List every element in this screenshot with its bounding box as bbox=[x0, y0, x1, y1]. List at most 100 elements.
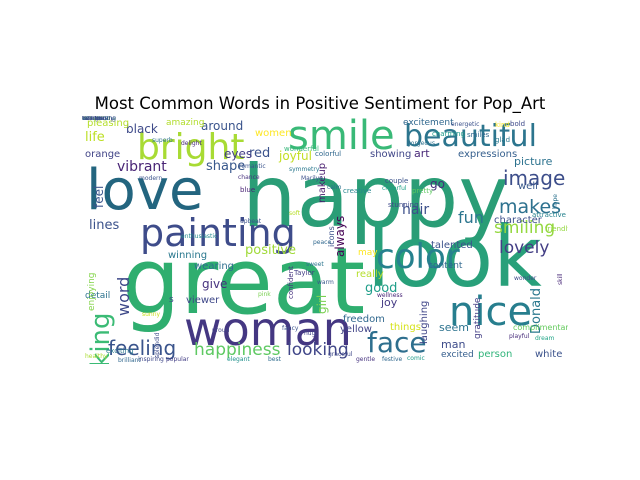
word-marilyn: Marilyn bbox=[301, 175, 324, 182]
word-vibrant: vibrant bbox=[117, 159, 167, 175]
word-taylor: Taylor bbox=[294, 269, 315, 277]
word-exciting: exciting bbox=[106, 347, 134, 355]
word-peace: peace bbox=[313, 239, 332, 246]
word-laughing: laughing bbox=[419, 300, 430, 344]
word-face: face bbox=[367, 326, 427, 359]
word-fancy: fancy bbox=[282, 325, 299, 332]
word-hope: hope bbox=[552, 193, 559, 209]
word-modern: modern bbox=[139, 175, 163, 182]
word-amazing: amazing bbox=[166, 118, 205, 128]
word-positive: positive bbox=[245, 243, 296, 258]
word-hilarious: hilarious bbox=[82, 116, 108, 122]
word-soft: soft bbox=[289, 210, 301, 217]
word-smile: smile bbox=[288, 116, 395, 159]
word-skill: skill bbox=[557, 272, 564, 285]
word-woman: woman bbox=[184, 302, 352, 356]
word-well: well bbox=[518, 181, 538, 192]
word-art: art bbox=[414, 147, 430, 160]
word-chance: chance bbox=[238, 174, 260, 181]
word-kind: kind bbox=[495, 121, 510, 129]
word-gorgeous: gorgeous bbox=[407, 140, 435, 147]
word-proud: proud bbox=[212, 327, 230, 334]
word-showing: showing bbox=[370, 149, 412, 160]
word-person: person bbox=[478, 349, 513, 360]
word-look: look bbox=[367, 208, 542, 306]
word-stunning: stunning bbox=[388, 201, 419, 209]
word-winning: winning bbox=[168, 250, 208, 261]
word-inspiring: inspiring bbox=[138, 356, 164, 363]
word-around: around bbox=[201, 119, 244, 133]
word-pleasing: pleasing bbox=[87, 118, 130, 129]
word-pretty: pretty bbox=[412, 187, 434, 195]
word-excitement: excitement bbox=[403, 118, 454, 128]
word-things: things bbox=[390, 322, 421, 333]
word-healthy: healthy bbox=[85, 353, 108, 360]
word-wearing: wearing bbox=[194, 261, 235, 272]
word-superb: superb bbox=[152, 137, 173, 144]
word-detail: detail bbox=[85, 291, 111, 301]
word-makes: makes bbox=[499, 196, 562, 218]
word-viewer: viewer bbox=[186, 295, 220, 306]
word-yellow: yellow bbox=[340, 324, 372, 335]
word-go: go bbox=[430, 177, 445, 191]
word-gentle: gentle bbox=[356, 356, 376, 363]
chart-title: Most Common Words in Positive Sentiment … bbox=[94, 94, 546, 113]
word-joy: joy bbox=[381, 296, 398, 309]
word-hair: hair bbox=[402, 202, 430, 218]
word-life: life bbox=[85, 130, 105, 145]
word-nice: nice bbox=[449, 289, 533, 335]
word-hug: hug bbox=[304, 330, 316, 337]
word-glad: glad bbox=[495, 136, 511, 144]
word-great: great bbox=[122, 228, 366, 335]
word-cheerful: cheerful bbox=[382, 185, 407, 192]
word-eyes: eyes bbox=[224, 147, 253, 161]
word-orange: orange bbox=[85, 149, 121, 160]
word-splendid: splendid bbox=[154, 332, 161, 358]
word-creative: creative bbox=[343, 187, 372, 195]
word-fashion: fashion bbox=[82, 116, 104, 122]
word-warm: warm bbox=[317, 279, 334, 286]
word-graceful: graceful bbox=[328, 351, 353, 358]
word-smiles: smiles bbox=[467, 131, 490, 139]
word-white: white bbox=[535, 349, 563, 360]
word-energetic: energetic bbox=[451, 121, 480, 128]
word-lovely: lovely bbox=[499, 238, 550, 258]
word-shape: shape bbox=[206, 159, 246, 174]
word-colorful: colorful bbox=[315, 150, 342, 158]
word-seem: seem bbox=[439, 321, 469, 334]
word-complimentary: complimentary bbox=[513, 323, 568, 332]
word-enthusiastic: enthusiastic bbox=[181, 233, 218, 240]
word-dream: dream bbox=[535, 335, 555, 342]
word-beautiful: beautiful bbox=[404, 119, 537, 154]
word-upbeat: upbeat bbox=[240, 218, 262, 225]
word-picture: picture bbox=[514, 155, 553, 168]
word-painting: painting bbox=[140, 211, 296, 255]
word-talented: talented bbox=[431, 240, 473, 251]
word-charming: charming bbox=[432, 130, 465, 138]
word-bright: bright bbox=[137, 127, 245, 168]
word-brilliant: brilliant bbox=[118, 357, 141, 364]
word-attractive: attractive bbox=[532, 211, 566, 219]
word-symmetry: symmetry bbox=[289, 166, 320, 173]
word-calm: calm bbox=[327, 184, 342, 191]
word-word: word bbox=[114, 276, 133, 316]
word-cloud: happy great look love woman painting smile beau… bbox=[82, 116, 568, 364]
word-women: women bbox=[255, 128, 292, 139]
word-blue: blue bbox=[240, 186, 256, 194]
word-really: really bbox=[356, 269, 384, 280]
word-give: give bbox=[202, 277, 228, 291]
word-couple: couple bbox=[385, 177, 409, 185]
word-standard: standard bbox=[82, 116, 109, 122]
word-looking: looking bbox=[287, 340, 349, 360]
word-feel: feel bbox=[92, 185, 106, 208]
word-sunny: sunny bbox=[142, 311, 161, 318]
word-pink: pink bbox=[258, 291, 271, 298]
word-expressions: expressions bbox=[458, 149, 518, 160]
word-elegant: elegant bbox=[227, 356, 250, 363]
word-creation: creation bbox=[82, 116, 107, 122]
word-wonderful: wonderful bbox=[284, 145, 319, 153]
word-wonder: wonder bbox=[514, 275, 537, 282]
word-playful: playful bbox=[509, 333, 530, 340]
word-color: color bbox=[376, 237, 460, 277]
word-red: red bbox=[249, 146, 271, 161]
